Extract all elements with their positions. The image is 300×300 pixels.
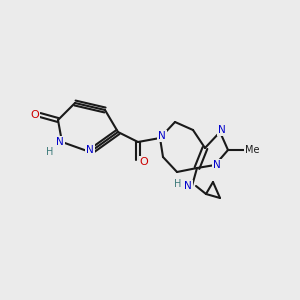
Text: Me: Me <box>245 145 259 155</box>
Text: N: N <box>218 125 226 135</box>
Text: O: O <box>140 157 148 167</box>
Text: N: N <box>158 131 166 141</box>
Text: N: N <box>86 145 94 155</box>
Text: N: N <box>184 181 192 191</box>
Text: H: H <box>46 147 54 157</box>
Text: O: O <box>31 110 39 120</box>
Text: N: N <box>213 160 221 170</box>
Text: H: H <box>174 179 182 189</box>
Text: N: N <box>56 137 64 147</box>
